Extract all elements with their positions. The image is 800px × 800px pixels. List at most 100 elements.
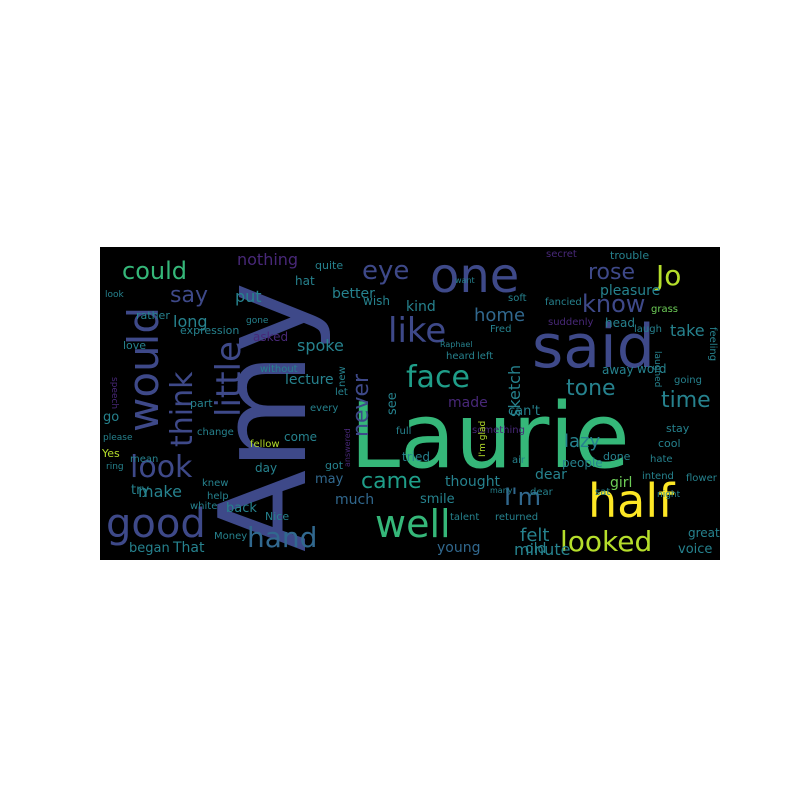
word-mean-104: mean	[130, 454, 158, 465]
word-can-t-48: can't	[508, 404, 540, 419]
word-make-31: make	[138, 482, 182, 501]
word-suddenly-87: suddenly	[548, 317, 594, 328]
word-laugh-84: laugh	[634, 324, 662, 335]
word-sat-98: sat	[595, 487, 610, 498]
word-expression-68: expression	[180, 324, 239, 337]
word-ring-107: ring	[106, 462, 124, 472]
word-look-116: look	[105, 290, 125, 300]
word-like-7: like	[388, 311, 446, 351]
word-quite-61: quite	[315, 259, 343, 272]
word-hat-109: hat	[295, 274, 315, 288]
word-help-102: help	[207, 491, 229, 502]
word-great-83: great	[688, 526, 720, 540]
word-speech-114: speech	[109, 377, 119, 409]
word-rather-69: rather	[136, 309, 170, 322]
word-could-15: could	[122, 257, 187, 285]
word-may-53: may	[315, 472, 344, 487]
word-knew-103: knew	[202, 478, 228, 489]
word-come-71: come	[284, 430, 317, 444]
word-word-67: word	[637, 362, 667, 376]
word-i-m-20: I'm	[504, 483, 541, 511]
word-away-66: away	[602, 363, 634, 377]
word-money-117: Money	[214, 531, 247, 542]
word-eye-17: eye	[362, 256, 409, 286]
word-nice-74: Nice	[265, 510, 289, 523]
word-soft-115: soft	[508, 293, 527, 304]
word-people-60: people	[562, 456, 603, 470]
word-yes-75: Yes	[101, 447, 120, 460]
word-minute-30: minute	[514, 540, 570, 559]
word-go-54: go	[103, 410, 119, 425]
word-day-72: day	[255, 461, 277, 475]
word-fred-88: Fred	[490, 324, 511, 335]
word-never-24: never	[349, 373, 374, 437]
word-tried-59: tried	[402, 450, 430, 464]
word-face-9: face	[406, 360, 470, 395]
word-made-47: made	[448, 395, 488, 411]
word-say-25: say	[170, 283, 208, 308]
word-spoke-35: spoke	[297, 336, 344, 355]
word-lazy-28: lazy	[564, 431, 600, 452]
word-lecture-46: lecture	[285, 372, 334, 388]
word-night-122: night	[657, 490, 681, 500]
word-one-3: one	[430, 248, 519, 304]
word-full-106: full	[396, 426, 411, 437]
word-see-52: see	[385, 392, 400, 415]
word-flower-82: flower	[686, 473, 718, 484]
word-laurie-0: Laurie	[350, 384, 630, 489]
word-old-41: old	[525, 541, 546, 557]
word-came-21: came	[361, 469, 422, 494]
word-going-77: going	[674, 375, 702, 386]
word-tone-22: tone	[566, 376, 616, 401]
word-little-10: little	[209, 341, 249, 417]
word-nothing-32: nothing	[237, 250, 298, 269]
word-pleasure-45: pleasure	[600, 283, 660, 299]
word-head-65: head	[605, 316, 635, 330]
word-returned-95: returned	[495, 512, 538, 523]
word-girl-50: girl	[610, 475, 632, 491]
word-wish-62: wish	[363, 294, 390, 308]
word-feeling-85: feeling	[707, 327, 718, 361]
word-young-36: young	[437, 540, 480, 556]
word-hate-111: hate	[650, 454, 673, 465]
word-half-4: half	[588, 474, 676, 528]
word-home-26: home	[474, 305, 525, 326]
word-many-119: many	[490, 486, 513, 495]
word-said-2: said	[532, 312, 655, 382]
word-part-76: part	[190, 397, 213, 410]
word-that-42: That	[172, 540, 205, 556]
word-well-8: well	[375, 502, 451, 546]
word-look-12: look	[130, 450, 193, 485]
word-felt-29: felt	[520, 525, 549, 546]
word-stay-78: stay	[666, 422, 690, 435]
word-back-56: back	[226, 501, 257, 516]
word-let-91: let	[335, 387, 348, 398]
word-new-93: new	[337, 366, 348, 387]
word-thought-38: thought	[445, 474, 501, 490]
word-want-120: want	[455, 276, 475, 285]
word-try-55: try	[131, 483, 149, 498]
word-laughed-121: laughed	[652, 351, 662, 387]
word-love-70: love	[123, 339, 146, 352]
word-asked-51: asked	[253, 330, 288, 344]
word-rose-19: rose	[588, 260, 635, 285]
word-smile-49: smile	[420, 492, 455, 507]
word-put-33: put	[235, 287, 262, 306]
word-talent-96: talent	[450, 512, 479, 523]
word-fellow-101: fellow	[250, 439, 280, 450]
word-know-18: know	[582, 290, 645, 318]
word-left-90: left	[477, 351, 493, 362]
word-intend-99: intend	[642, 471, 674, 482]
word-think-11: think	[165, 371, 200, 447]
word-looked-16: looked	[560, 525, 652, 558]
word-cool-79: cool	[658, 437, 681, 450]
word-answered-94: answered	[343, 428, 352, 467]
word-take-39: take	[670, 321, 705, 340]
word-without-110: without	[260, 364, 298, 375]
word-jo-14: Jo	[654, 259, 681, 292]
word-cloud-background	[100, 247, 720, 560]
word-got-73: got	[325, 459, 344, 472]
word-white-112: white	[190, 501, 217, 512]
